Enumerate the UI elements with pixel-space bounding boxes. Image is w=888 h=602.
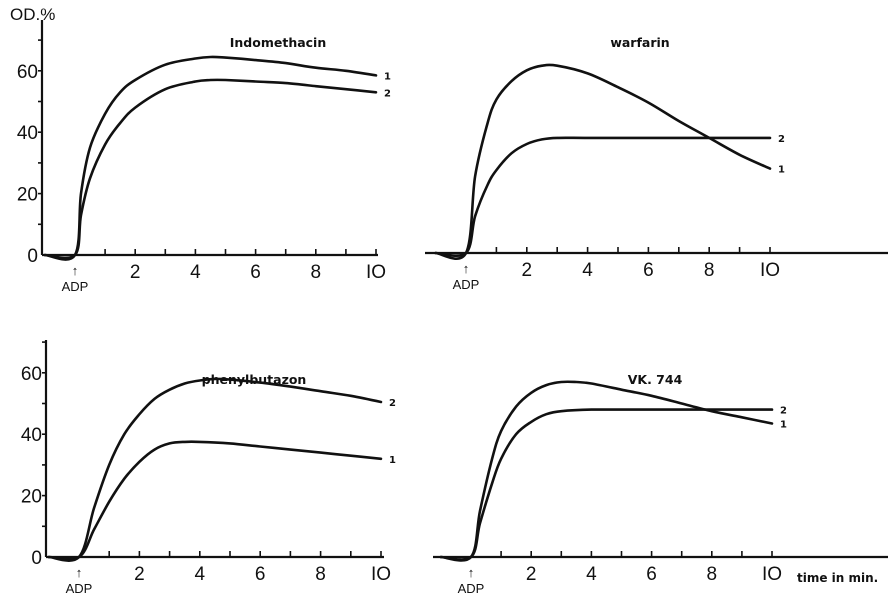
panel-2: 2 4 6 8 IO ↑ADP warfarin 1 2 — [425, 35, 888, 292]
x-tick-label: 2 — [522, 260, 533, 281]
series-label-1: 1 — [389, 455, 396, 466]
x-tick-label: 4 — [190, 262, 201, 283]
x-tick-label: 6 — [250, 262, 261, 283]
series-label-1: 1 — [384, 71, 391, 82]
x-tick-label: 6 — [255, 564, 266, 585]
panel-1: 0 20 40 60 2 4 6 8 IO ↑ADP Indomethacin 1 2 — [17, 20, 391, 294]
series-label-2: 2 — [384, 88, 391, 99]
series-line-1 — [439, 380, 774, 562]
x-tick-label: 4 — [582, 260, 593, 281]
panel-3: 0 20 40 60 2 4 6 8 IO ↑ADP phenylbutazon 1 2 — [21, 340, 396, 596]
panel-title: Indomethacin — [230, 35, 327, 50]
series-line-1 — [47, 440, 383, 561]
series-line-2 — [43, 78, 378, 260]
x-tick-label: IO — [762, 564, 782, 585]
panel-title: warfarin — [610, 35, 669, 50]
y-tick-label: 20 — [17, 185, 38, 206]
adp-marker-label: ADP — [66, 581, 93, 596]
series-line-2 — [434, 136, 772, 257]
series-label-1: 1 — [780, 419, 787, 430]
series-label-2: 2 — [778, 134, 785, 145]
x-tick-label: 8 — [707, 564, 718, 585]
series-label-2: 2 — [780, 406, 787, 417]
adp-marker-label: ADP — [458, 581, 485, 596]
adp-arrow-icon: ↑ — [76, 565, 83, 580]
panel-4: 2 4 6 8 IO ↑ADP VK. 744 1 2 — [433, 372, 888, 596]
adp-marker-label: ADP — [62, 279, 89, 294]
x-tick-label: 2 — [130, 262, 141, 283]
panel-title: phenylbutazon — [202, 372, 307, 387]
series-line-2 — [47, 377, 383, 562]
series-label-2: 2 — [389, 398, 396, 409]
y-tick-label: 40 — [21, 425, 42, 446]
x-tick-label: 2 — [526, 564, 537, 585]
y-tick-label: 60 — [21, 364, 42, 385]
panel-title: VK. 744 — [628, 372, 683, 387]
y-tick-label: 0 — [31, 548, 42, 569]
x-tick-label: 8 — [311, 262, 322, 283]
x-tick-label: 6 — [643, 260, 654, 281]
x-tick-label: 4 — [586, 564, 597, 585]
x-tick-label: IO — [371, 564, 391, 585]
adp-marker-label: ADP — [453, 277, 480, 292]
x-tick-label: 6 — [646, 564, 657, 585]
series-line-1 — [434, 63, 772, 260]
x-tick-label: 8 — [704, 260, 715, 281]
series-line-1 — [43, 55, 378, 261]
x-tick-label: IO — [760, 260, 780, 281]
y-tick-label: 0 — [27, 246, 38, 267]
x-axis-label: time in min. — [797, 571, 878, 585]
y-axis-label: OD.% — [10, 5, 55, 24]
x-tick-label: 2 — [134, 564, 145, 585]
x-tick-label: IO — [366, 262, 386, 283]
series-label-1: 1 — [778, 165, 785, 176]
y-tick-label: 60 — [17, 62, 38, 83]
x-tick-label: 4 — [195, 564, 206, 585]
adp-arrow-icon: ↑ — [468, 565, 475, 580]
series-line-2 — [439, 408, 774, 561]
adp-arrow-icon: ↑ — [463, 261, 470, 276]
y-tick-label: 40 — [17, 123, 38, 144]
adp-arrow-icon: ↑ — [72, 263, 79, 278]
y-tick-label: 20 — [21, 487, 42, 508]
x-tick-label: 8 — [315, 564, 326, 585]
